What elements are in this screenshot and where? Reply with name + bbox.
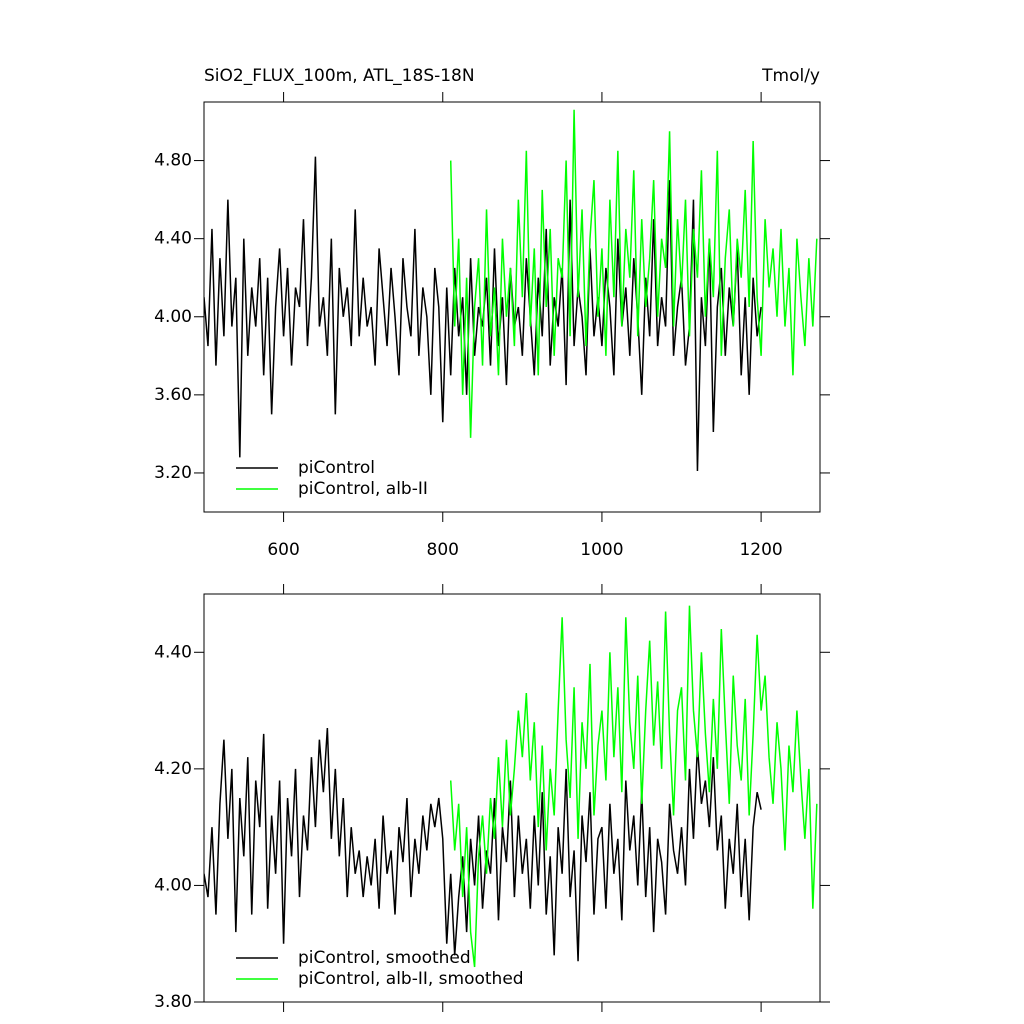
y-tick-label: 4.00 [154,875,192,895]
y-tick-label: 4.40 [154,642,192,662]
data-line [449,109,818,438]
data-line [204,156,762,472]
y-tick-label: 4.20 [154,759,192,779]
chart-title: SiO2_FLUX_100m, ATL_18S-18N [204,66,475,86]
unit-label: Tmol/y [761,66,820,86]
legend-label: piControl, alb-II, smoothed [298,969,524,989]
data-line [204,728,762,962]
y-tick-label: 4.40 [154,229,192,249]
x-tick-label: 1200 [739,540,782,560]
x-tick-label: 800 [427,540,459,560]
x-tick-label: 1000 [580,540,623,560]
legend-label: piControl, alb-II [298,479,428,499]
plot-frame [203,593,821,1003]
legend-label: piControl [298,458,375,478]
data-line [449,605,818,968]
y-tick-label: 3.60 [154,385,192,405]
y-tick-label: 4.80 [154,151,192,171]
y-tick-label: 3.80 [154,992,192,1012]
y-tick-label: 3.20 [154,463,192,483]
y-tick-label: 4.00 [154,307,192,327]
x-tick-label: 600 [267,540,299,560]
plot-frame [203,101,821,513]
legend-label: piControl, smoothed [298,948,471,968]
